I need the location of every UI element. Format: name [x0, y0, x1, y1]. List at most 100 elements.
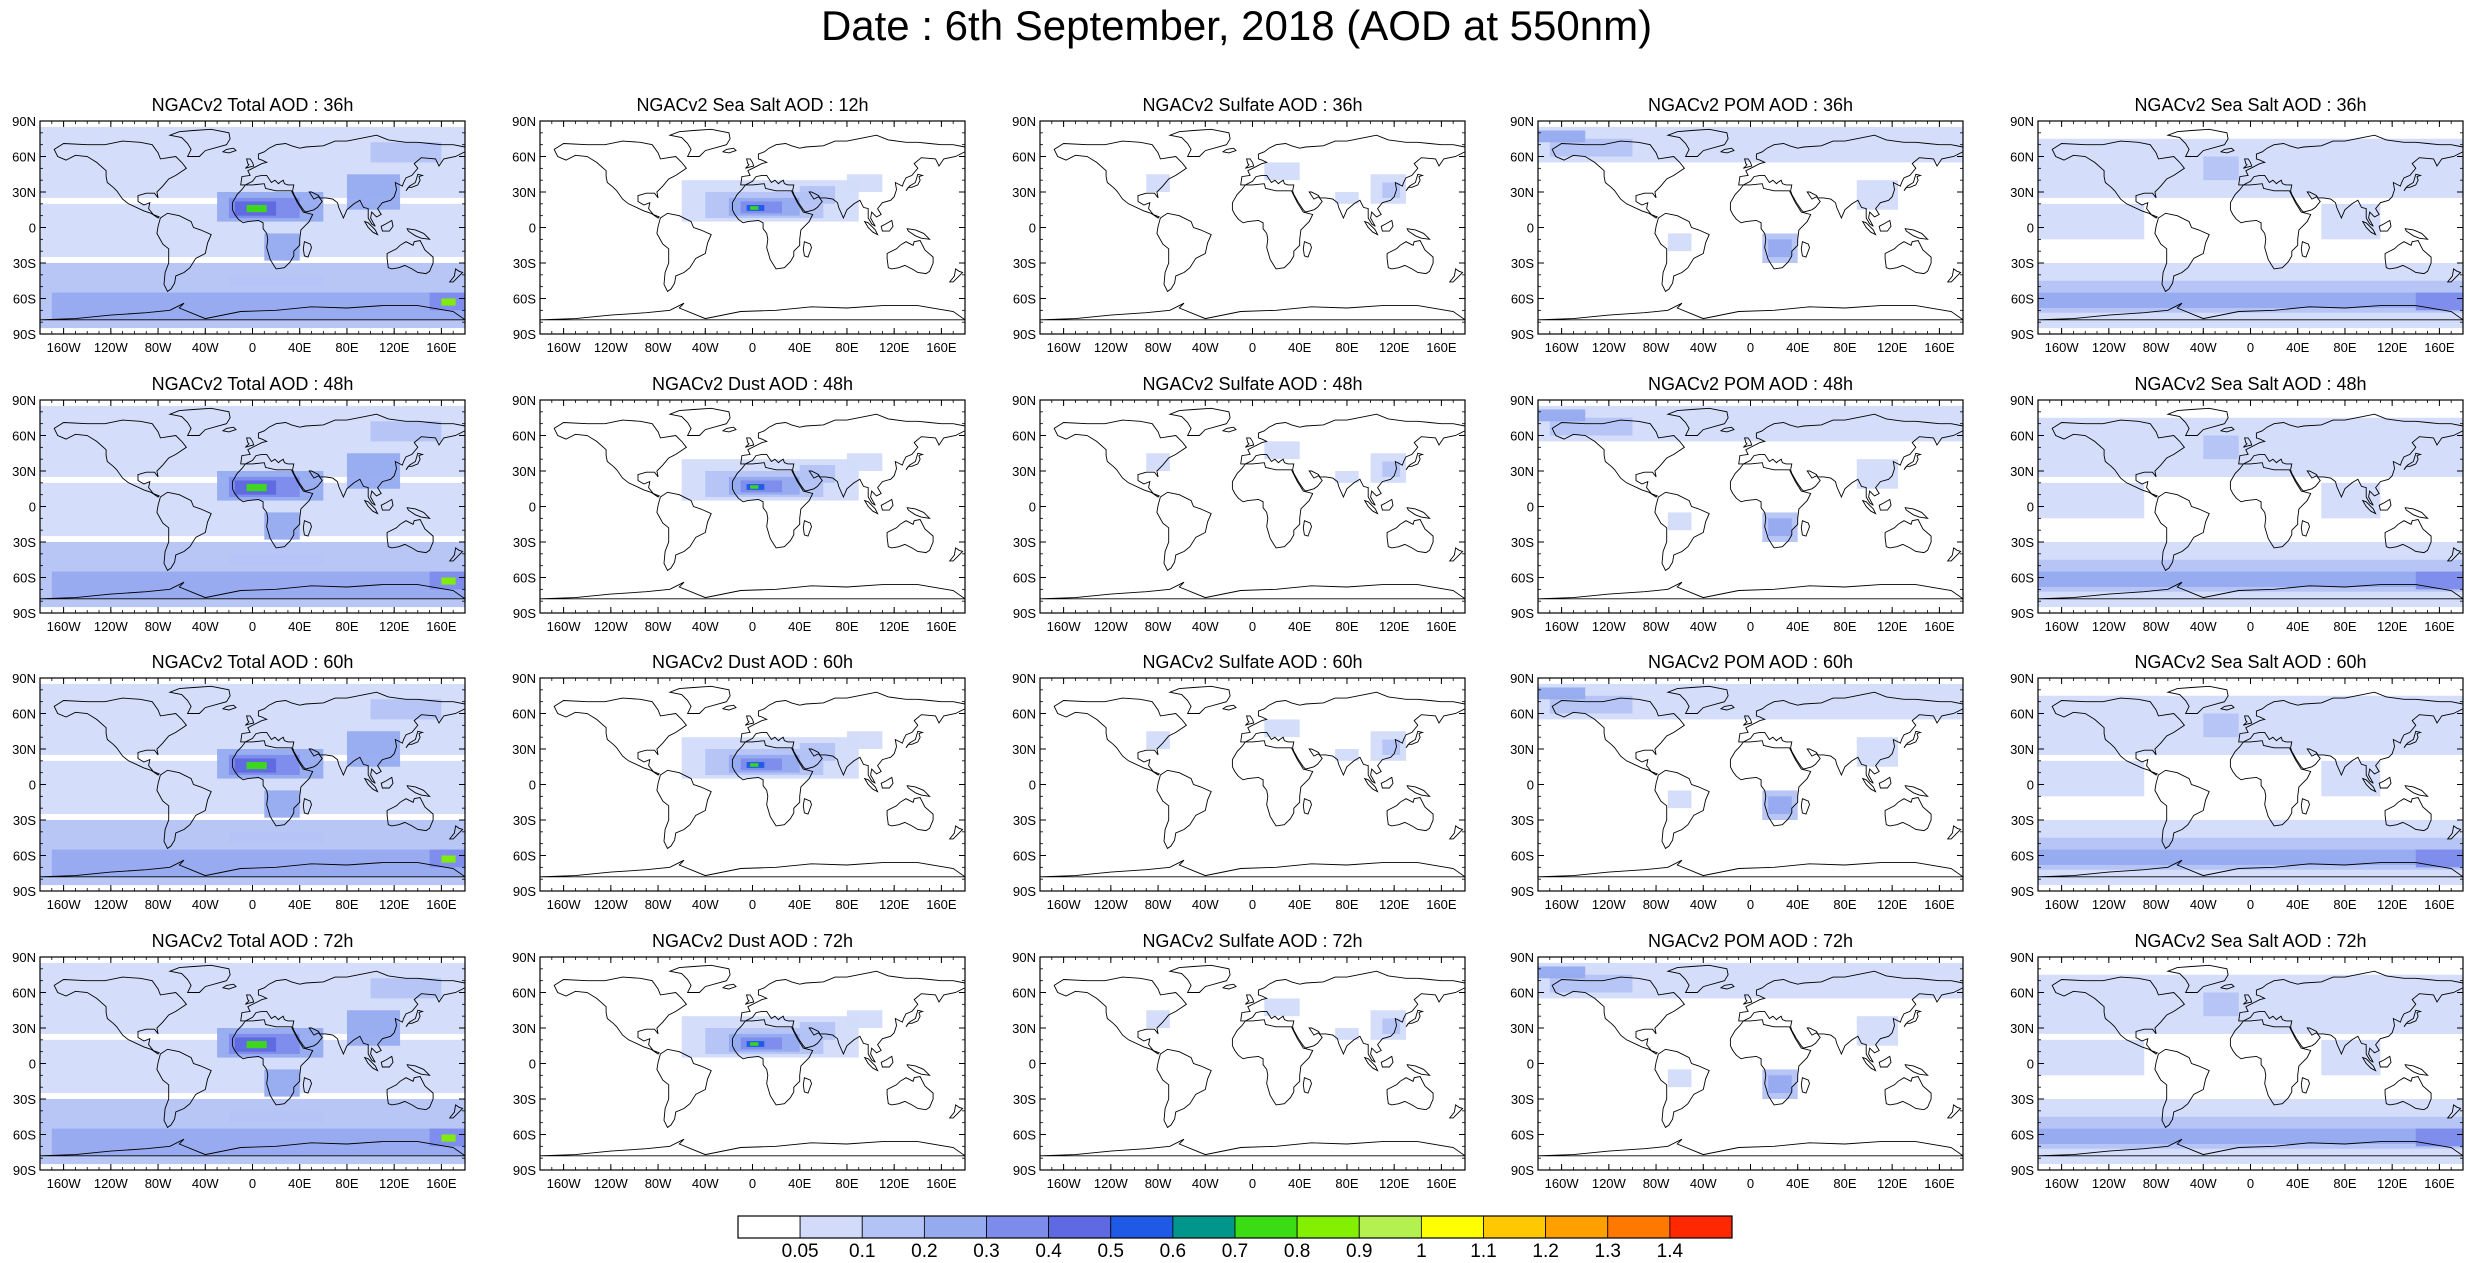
- lon-tick-label: 160W: [2045, 1176, 2080, 1191]
- lon-tick-label: 120W: [2092, 1176, 2127, 1191]
- panel-title: NGACv2 Dust AOD : 48h: [651, 374, 854, 394]
- lon-tick-label: 160W: [1545, 897, 1580, 912]
- aod-field: [40, 126, 465, 329]
- lon-tick-label: 160E: [2424, 340, 2455, 355]
- panel-title: NGACv2 Sulfate AOD : 60h: [1142, 652, 1363, 672]
- lat-tick-label: 90S: [1511, 1163, 1534, 1178]
- aod-field: [1040, 964, 1465, 1157]
- aod-field: [2038, 407, 2463, 608]
- map-panel-6: 90N 60N 30N 0 30S 60S 90S 160W 120W 80W 40W 0 40E 80E…: [12, 393, 466, 634]
- lat-tick-label: 0: [529, 778, 536, 793]
- lon-tick-label: 120E: [1379, 897, 1410, 912]
- lat-tick-label: 60S: [2011, 571, 2034, 586]
- lon-tick-label: 120W: [94, 619, 129, 634]
- lat-tick-label: 0: [29, 221, 36, 236]
- lon-tick-label: 40E: [1288, 1176, 1311, 1191]
- lat-tick-label: 30N: [1012, 185, 1036, 200]
- lat-tick-label: 30S: [2011, 813, 2034, 828]
- lon-tick-label: 0: [1249, 340, 1256, 355]
- lat-tick-label: 60N: [512, 707, 536, 722]
- lat-tick-label: 90N: [2010, 114, 2034, 129]
- lat-tick-label: 90N: [512, 671, 536, 686]
- map-panel-7: 90N 60N 30N 0 30S 60S 90S 160W 120W 80W 40W 0 40E 80E…: [512, 393, 966, 634]
- panel-title: NGACv2 Total AOD : 48h: [151, 374, 354, 394]
- lon-tick-label: 80W: [1145, 1176, 1172, 1191]
- lat-tick-label: 60N: [1510, 150, 1534, 165]
- panel-title: NGACv2 Total AOD : 60h: [151, 652, 354, 672]
- panel-title: NGACv2 Sulfate AOD : 48h: [1142, 374, 1363, 394]
- lat-tick-label: 90S: [1013, 327, 1036, 342]
- lon-tick-label: 80W: [2143, 619, 2170, 634]
- lon-tick-label: 120E: [2377, 897, 2408, 912]
- lat-tick-label: 0: [29, 778, 36, 793]
- colorbar-swatch: [923, 1215, 987, 1239]
- map-panel-20: 90N 60N 30N 0 30S 60S 90S 160W 120W 80W 40W 0 40E 80E…: [2010, 950, 2464, 1191]
- colorbar-swatch: [1172, 1215, 1236, 1239]
- lat-tick-label: 90N: [1012, 950, 1036, 965]
- colorbar-swatch: [986, 1215, 1050, 1239]
- panel-title: NGACv2 Total AOD : 36h: [151, 95, 354, 115]
- lon-tick-label: 160E: [1426, 897, 1457, 912]
- lon-tick-label: 120E: [879, 1176, 910, 1191]
- lat-tick-label: 30N: [1012, 742, 1036, 757]
- colorbar-swatch: [1358, 1215, 1422, 1239]
- lat-tick-label: 30S: [13, 535, 36, 550]
- lat-tick-label: 90S: [1511, 884, 1534, 899]
- lat-tick-label: 60N: [2010, 986, 2034, 1001]
- lat-tick-label: 30S: [513, 813, 536, 828]
- lat-tick-label: 60N: [512, 150, 536, 165]
- lon-tick-label: 0: [749, 897, 756, 912]
- lat-tick-label: 30N: [12, 185, 36, 200]
- lon-tick-label: 80E: [335, 1176, 358, 1191]
- lon-tick-label: 80E: [835, 340, 858, 355]
- lat-tick-label: 0: [2027, 1057, 2034, 1072]
- panel-title: NGACv2 Sea Salt AOD : 48h: [2134, 374, 2367, 394]
- lon-tick-label: 160E: [1426, 340, 1457, 355]
- lat-tick-label: 60N: [1510, 429, 1534, 444]
- panel-title: NGACv2 Sea Salt AOD : 72h: [2134, 931, 2367, 951]
- lat-tick-label: 30S: [13, 1092, 36, 1107]
- map-panel-16: 90N 60N 30N 0 30S 60S 90S 160W 120W 80W 40W 0 40E 80E…: [12, 950, 466, 1191]
- lon-tick-label: 40E: [288, 1176, 311, 1191]
- lat-tick-label: 0: [1029, 1057, 1036, 1072]
- lon-tick-label: 160E: [1924, 619, 1955, 634]
- lon-tick-label: 80W: [2143, 897, 2170, 912]
- aod-field: [40, 405, 465, 608]
- panel-title: NGACv2 Sea Salt AOD : 60h: [2134, 652, 2367, 672]
- lat-tick-label: 60N: [2010, 429, 2034, 444]
- colorbar-swatch: [1110, 1215, 1174, 1239]
- lon-tick-label: 80W: [2143, 340, 2170, 355]
- lat-tick-label: 60S: [13, 571, 36, 586]
- lat-tick-label: 90N: [2010, 393, 2034, 408]
- lon-tick-label: 80E: [1335, 619, 1358, 634]
- lon-tick-label: 120E: [879, 340, 910, 355]
- aod-field: [2038, 685, 2463, 886]
- lon-tick-label: 160E: [1924, 340, 1955, 355]
- lon-tick-label: 160E: [1924, 897, 1955, 912]
- lat-tick-label: 60S: [2011, 292, 2034, 307]
- lat-tick-label: 30N: [1510, 742, 1534, 757]
- lat-tick-label: 30S: [513, 256, 536, 271]
- lat-tick-label: 0: [1527, 778, 1534, 793]
- aod-field: [1040, 407, 1465, 600]
- lon-tick-label: 160W: [547, 897, 582, 912]
- lat-tick-label: 30S: [2011, 1092, 2034, 1107]
- lon-tick-label: 0: [2247, 340, 2254, 355]
- lon-tick-label: 80E: [2333, 340, 2356, 355]
- figure-title: Date : 6th September, 2018 (AOD at 550nm…: [820, 2, 1653, 49]
- lon-tick-label: 160W: [47, 619, 82, 634]
- map-panel-18: 90N 60N 30N 0 30S 60S 90S 160W 120W 80W 40W 0 40E 80E…: [1012, 950, 1466, 1191]
- lon-tick-label: 120E: [1379, 340, 1410, 355]
- lat-tick-label: 90S: [2011, 327, 2034, 342]
- lon-tick-label: 160W: [1545, 619, 1580, 634]
- map-panel-12: 90N 60N 30N 0 30S 60S 90S 160W 120W 80W 40W 0 40E 80E…: [512, 671, 966, 912]
- lon-tick-label: 0: [749, 619, 756, 634]
- lon-tick-label: 40W: [2190, 1176, 2217, 1191]
- lat-tick-label: 60S: [513, 292, 536, 307]
- aod-field: [2038, 964, 2463, 1165]
- map-panel-9: 90N 60N 30N 0 30S 60S 90S 160W 120W 80W 40W 0 40E 80E…: [1510, 393, 1964, 634]
- lat-tick-label: 0: [529, 1057, 536, 1072]
- lat-tick-label: 60N: [1012, 429, 1036, 444]
- lat-tick-label: 90S: [1013, 606, 1036, 621]
- lon-tick-label: 160W: [547, 340, 582, 355]
